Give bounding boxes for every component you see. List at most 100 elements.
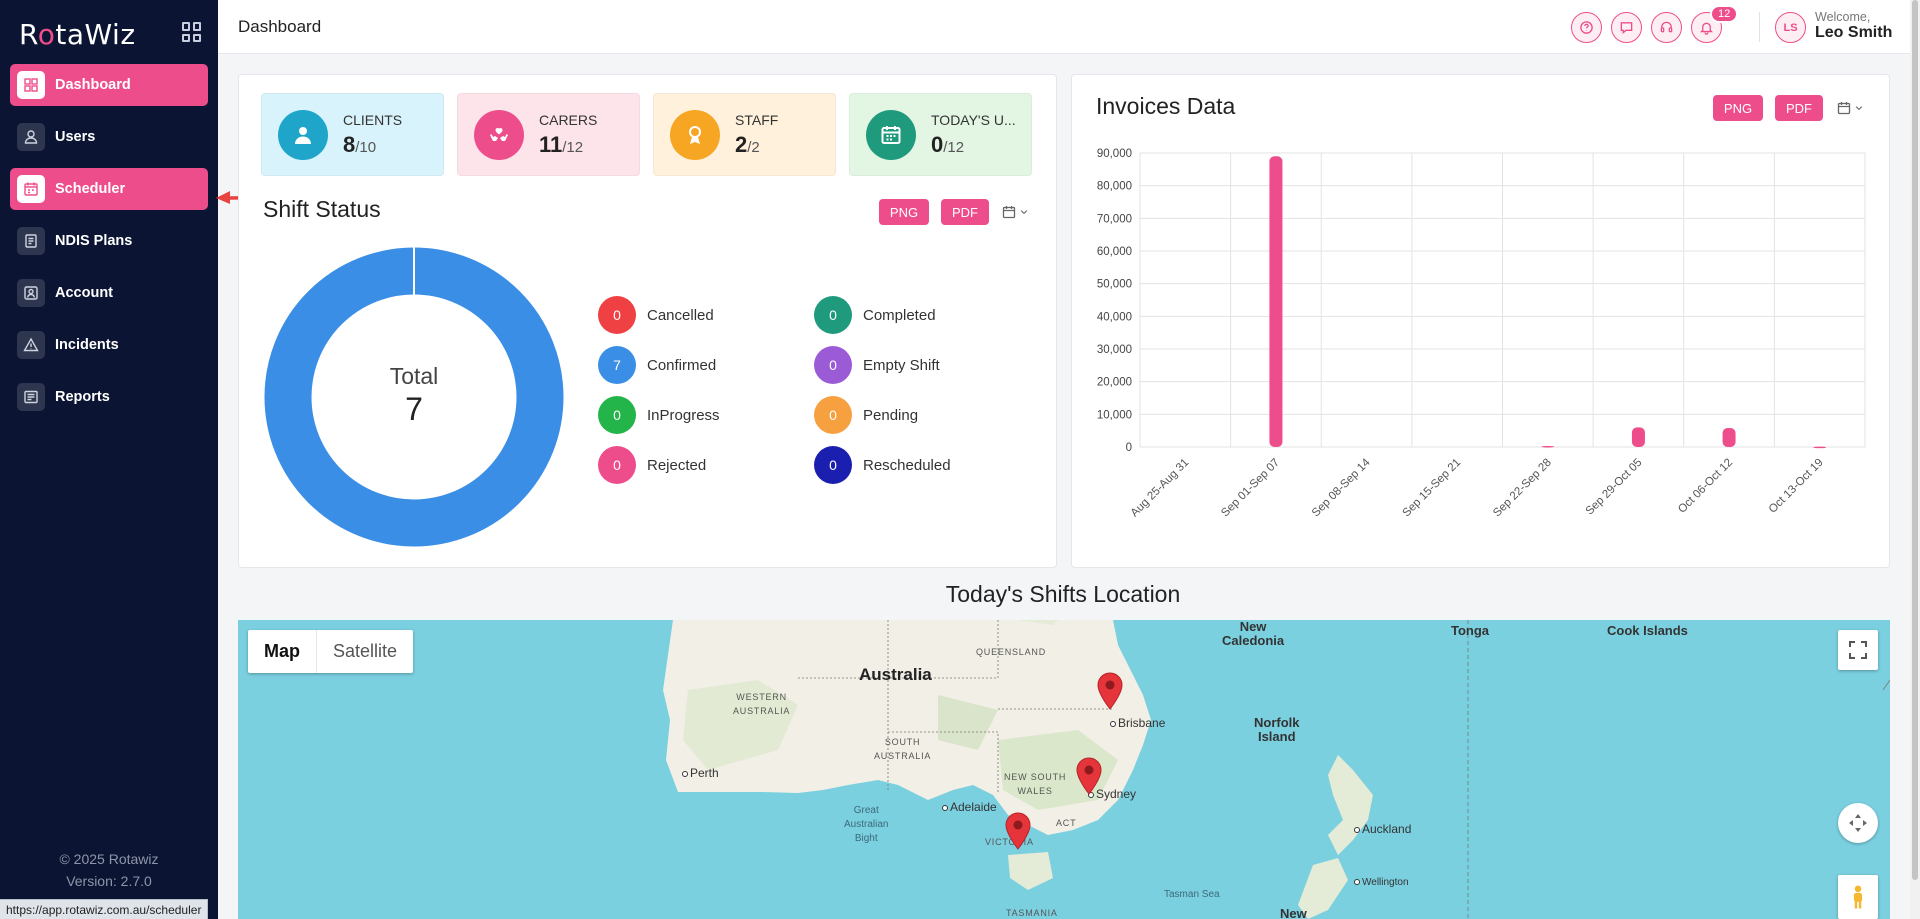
stat-circle — [866, 109, 916, 160]
map-label-western-australia: WESTERN AUSTRALIA — [733, 692, 791, 716]
map-pan-control-icon[interactable] — [1838, 803, 1878, 843]
map-type-map-button[interactable]: Map — [248, 630, 317, 673]
map-city-brisbane: Brisbane — [1110, 716, 1165, 730]
rotawiz-logo[interactable]: RotaWiz — [19, 18, 136, 51]
stat-circle — [278, 109, 328, 160]
stat-label: STAFF — [735, 111, 779, 128]
help-icon[interactable] — [1571, 12, 1602, 43]
y-tick-label: 20,000 — [1097, 377, 1132, 389]
stat-card-todays-updates[interactable]: TODAY'S U... 0/12 — [849, 93, 1032, 176]
invoices-pdf-button[interactable]: PDF — [1775, 95, 1823, 121]
map-label-australia: Australia — [859, 665, 932, 684]
map-label-act: ACT — [1056, 818, 1077, 828]
invoice-bar — [1631, 427, 1645, 447]
legend-rejected: 0 Rejected — [598, 446, 706, 484]
report-icon — [17, 383, 45, 411]
account-icon — [17, 279, 45, 307]
map-label-victoria: VICTORIA — [985, 837, 1034, 847]
street-view-pegman-icon[interactable] — [1838, 875, 1878, 919]
avatar[interactable]: LS — [1775, 12, 1806, 43]
shift-donut-chart — [264, 247, 564, 547]
sidebar-item-label: Scheduler — [55, 181, 126, 197]
x-tick-label: Aug 25-Aug 31 — [1129, 457, 1192, 520]
sidebar-item-dashboard[interactable]: Dashboard — [10, 64, 208, 106]
map-city-adelaide: Adelaide — [942, 800, 997, 814]
x-tick-label: Sep 29-Oct 05 — [1584, 457, 1645, 518]
fullscreen-icon[interactable] — [1838, 630, 1878, 670]
stat-card-carers[interactable]: CARERS 11/12 — [457, 93, 640, 176]
shifts-map[interactable]: Map Satellite Australia New Caledonia To… — [238, 620, 1890, 919]
map-label-new: New — [1280, 906, 1307, 919]
sidebar-nav: Dashboard Users Scheduler NDIS Plans Acc… — [10, 64, 208, 428]
x-tick-label: Sep 08-Sep 14 — [1310, 456, 1373, 519]
invoices-bar-chart: 0 10,000 20,000 30,000 40,000 50,000 60,000 70,… — [1097, 148, 1866, 520]
notification-badge: 12 — [1710, 5, 1739, 23]
status-bar-url: https://app.rotawiz.com.au/scheduler — [0, 899, 209, 919]
legend-empty-shift: 0 Empty Shift — [814, 346, 940, 384]
map-label-new-south-wales: NEW SOUTH WALES — [1004, 772, 1067, 796]
stat-value: 0/12 — [931, 131, 965, 157]
legend-cancelled: 0 Cancelled — [598, 296, 714, 334]
sidebar-item-label: Reports — [55, 389, 110, 405]
header-actions: 12 — [1571, 5, 1739, 43]
map-label-queensland: QUEENSLAND — [976, 647, 1047, 657]
map-label-tasman-sea: Tasman Sea — [1164, 889, 1220, 900]
user-icon — [295, 126, 311, 144]
map-label-cook-islands: Cook Islands — [1607, 623, 1688, 638]
map-label-south-australia: SOUTH AUSTRALIA — [874, 737, 932, 761]
sidebar: RotaWiz Dashboard Users Scheduler NDIS — [0, 0, 218, 919]
invoice-bar — [1269, 156, 1283, 447]
calendar-icon — [881, 125, 901, 144]
sidebar-item-label: NDIS Plans — [55, 233, 133, 249]
shift-png-button[interactable]: PNG — [879, 199, 929, 225]
page-scrollbar[interactable] — [1910, 0, 1920, 919]
invoices-date-filter[interactable] — [1837, 97, 1869, 119]
support-icon[interactable] — [1651, 12, 1682, 43]
scrollbar-thumb[interactable] — [1912, 0, 1918, 880]
y-tick-label: 90,000 — [1097, 148, 1132, 160]
x-tick-label: Sep 01-Sep 07 — [1219, 457, 1282, 520]
map-pin-sydney[interactable] — [1076, 757, 1102, 795]
copyright-text: © 2025 Rotawiz — [59, 851, 159, 867]
stat-card-clients[interactable]: CLIENTS 8/10 — [261, 93, 444, 176]
y-tick-label: 80,000 — [1097, 181, 1132, 193]
username[interactable]: Leo Smith — [1815, 24, 1893, 41]
page-title: Dashboard — [238, 17, 322, 36]
map-label-norfolk-island: Norfolk Island — [1254, 715, 1300, 744]
sidebar-item-scheduler[interactable]: Scheduler — [10, 168, 208, 210]
map-type-satellite-button[interactable]: Satellite — [333, 641, 398, 661]
y-tick-label: 50,000 — [1097, 279, 1132, 291]
stat-label: CARERS — [539, 111, 598, 128]
map-label-tasmania: TASMANIA — [1006, 908, 1058, 918]
invoices-png-button[interactable]: PNG — [1713, 95, 1763, 121]
map-landmass — [663, 620, 1890, 919]
legend-inprogress: 0 InProgress — [598, 396, 720, 434]
sidebar-item-incidents[interactable]: Incidents — [10, 324, 208, 366]
map-pin-melbourne[interactable] — [1005, 812, 1031, 850]
sidebar-footer: © 2025 Rotawiz Version: 2.7.0 — [0, 848, 218, 892]
map-pin-brisbane[interactable] — [1097, 672, 1123, 710]
sidebar-item-account[interactable]: Account — [10, 272, 208, 314]
shift-pdf-button[interactable]: PDF — [941, 199, 989, 225]
chat-icon[interactable] — [1611, 12, 1642, 43]
map-type-toggle: Map Satellite — [248, 630, 414, 673]
map-city-perth: Perth — [682, 766, 719, 780]
sidebar-item-ndis-plans[interactable]: NDIS Plans — [10, 220, 208, 262]
sidebar-item-reports[interactable]: Reports — [10, 376, 208, 418]
x-tick-label: Oct 06-Oct 12 — [1676, 457, 1735, 516]
shift-date-filter[interactable] — [1002, 201, 1034, 223]
welcome-text: Welcome, — [1815, 10, 1871, 24]
warning-icon — [17, 331, 45, 359]
invoices-card — [1071, 74, 1890, 568]
sidebar-item-label: Users — [55, 129, 96, 145]
legend-confirmed: 7 Confirmed — [598, 346, 716, 384]
y-tick-label: 0 — [1126, 442, 1132, 454]
y-tick-label: 30,000 — [1097, 344, 1132, 356]
sidebar-item-users[interactable]: Users — [10, 116, 208, 158]
bell-icon[interactable]: 12 — [1691, 5, 1739, 43]
y-tick-label: 70,000 — [1097, 213, 1132, 225]
y-tick-label: 40,000 — [1097, 311, 1132, 323]
stat-card-staff[interactable]: STAFF 2/2 — [653, 93, 836, 176]
invoices-title: Invoices Data — [1096, 93, 1236, 119]
app-grid-icon[interactable] — [182, 22, 202, 42]
